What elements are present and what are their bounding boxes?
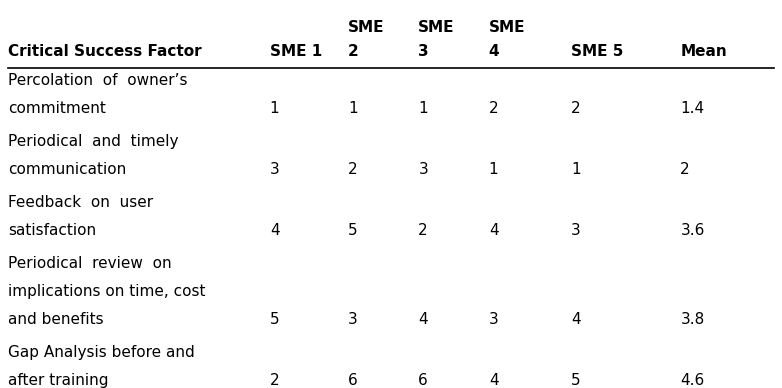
Text: 5: 5 [348, 223, 357, 238]
Text: 1: 1 [348, 101, 357, 116]
Text: 1: 1 [489, 162, 498, 177]
Text: SME 1: SME 1 [270, 44, 322, 59]
Text: 1: 1 [571, 162, 580, 177]
Text: 2: 2 [270, 373, 279, 388]
Text: 3: 3 [418, 44, 429, 59]
Text: Periodical  review  on: Periodical review on [8, 256, 171, 271]
Text: SME: SME [489, 20, 526, 35]
Text: and benefits: and benefits [8, 312, 103, 327]
Text: 2: 2 [571, 101, 580, 116]
Text: 4: 4 [489, 44, 500, 59]
Text: communication: communication [8, 162, 126, 177]
Text: Gap Analysis before and: Gap Analysis before and [8, 345, 195, 360]
Text: Critical Success Factor: Critical Success Factor [8, 44, 202, 59]
Text: Periodical  and  timely: Periodical and timely [8, 134, 178, 149]
Text: 5: 5 [270, 312, 279, 327]
Text: 3: 3 [489, 312, 498, 327]
Text: 2: 2 [680, 162, 690, 177]
Text: SME: SME [418, 20, 455, 35]
Text: after training: after training [8, 373, 109, 388]
Text: 3: 3 [571, 223, 580, 238]
Text: 6: 6 [348, 373, 357, 388]
Text: 3.8: 3.8 [680, 312, 705, 327]
Text: 3: 3 [348, 312, 357, 327]
Text: 3: 3 [270, 162, 279, 177]
Text: 2: 2 [348, 44, 359, 59]
Text: 4: 4 [270, 223, 279, 238]
Text: 5: 5 [571, 373, 580, 388]
Text: 4: 4 [418, 312, 428, 327]
Text: 6: 6 [418, 373, 428, 388]
Text: Percolation  of  owner’s: Percolation of owner’s [8, 73, 188, 88]
Text: 4: 4 [489, 223, 498, 238]
Text: 3.6: 3.6 [680, 223, 705, 238]
Text: Feedback  on  user: Feedback on user [8, 195, 153, 210]
Text: 4: 4 [489, 373, 498, 388]
Text: 1: 1 [418, 101, 428, 116]
Text: SME: SME [348, 20, 385, 35]
Text: SME 5: SME 5 [571, 44, 623, 59]
Text: Mean: Mean [680, 44, 727, 59]
Text: 2: 2 [348, 162, 357, 177]
Text: 1: 1 [270, 101, 279, 116]
Text: 1.4: 1.4 [680, 101, 705, 116]
Text: 2: 2 [489, 101, 498, 116]
Text: 3: 3 [418, 162, 428, 177]
Text: 2: 2 [418, 223, 428, 238]
Text: satisfaction: satisfaction [8, 223, 96, 238]
Text: implications on time, cost: implications on time, cost [8, 284, 206, 299]
Text: commitment: commitment [8, 101, 106, 116]
Text: 4: 4 [571, 312, 580, 327]
Text: 4.6: 4.6 [680, 373, 705, 388]
